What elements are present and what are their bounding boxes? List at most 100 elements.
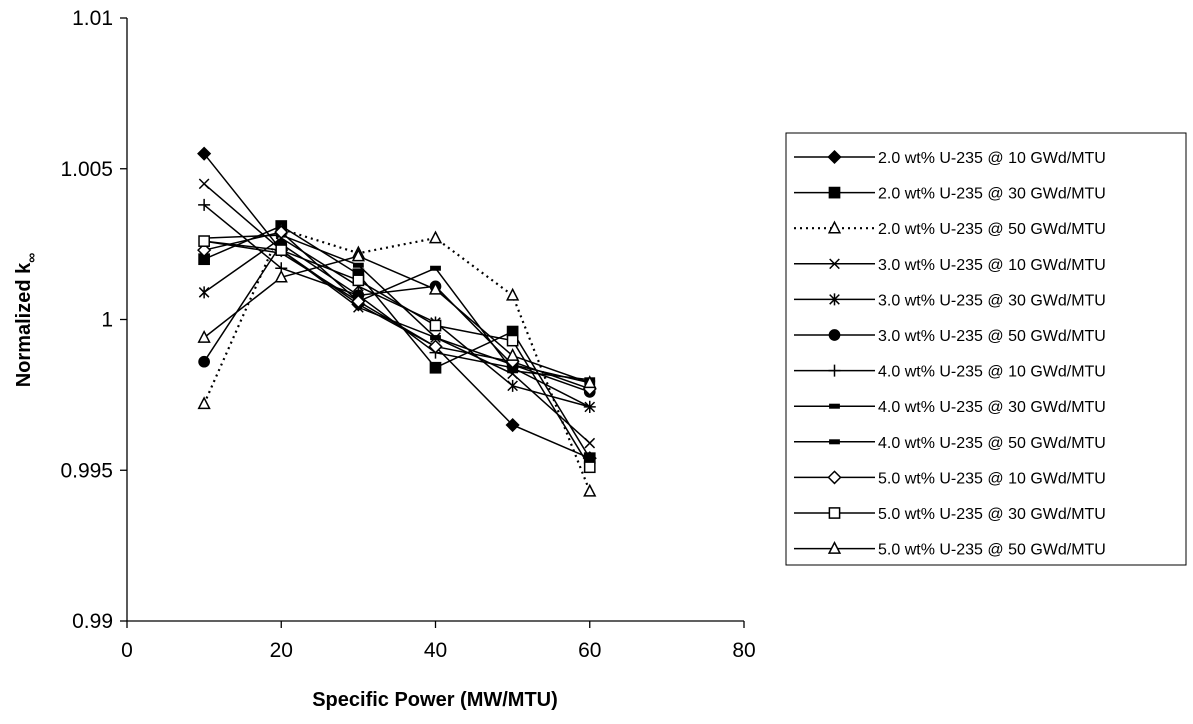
marker-square-open xyxy=(429,319,442,332)
legend-item: 4.0 wt% U-235 @ 50 GWd/MTU xyxy=(794,435,1106,452)
y-axis-title-subscript: ∞ xyxy=(23,253,39,263)
series-point-group xyxy=(197,221,597,497)
legend-label: 4.0 wt% U-235 @ 10 GWd/MTU xyxy=(878,364,1106,381)
series-line xyxy=(203,231,591,390)
series-point-group xyxy=(197,248,597,389)
marker-plus xyxy=(198,198,211,211)
y-tick-label: 0.995 xyxy=(60,459,113,482)
y-tick-label: 1 xyxy=(101,309,113,332)
series-line xyxy=(203,237,590,408)
marker-triangle-open xyxy=(351,248,366,262)
marker-triangle-open xyxy=(505,287,520,301)
legend-item: 2.0 wt% U-235 @ 30 GWd/MTU xyxy=(794,186,1106,203)
series-line xyxy=(203,153,591,459)
marker-triangle-open xyxy=(583,375,597,389)
series-line xyxy=(203,243,591,393)
marker-diamond-filled xyxy=(505,417,520,433)
marker-diamond-filled xyxy=(827,149,842,165)
marker-dash xyxy=(829,439,840,445)
marker-square-open xyxy=(352,274,365,287)
legend-item: 3.0 wt% U-235 @ 10 GWd/MTU xyxy=(794,257,1106,274)
series-line xyxy=(203,227,591,492)
marker-dash xyxy=(829,403,840,409)
x-tick-label: 80 xyxy=(732,639,755,662)
marker-dash xyxy=(352,262,364,268)
legend-items: 2.0 wt% U-235 @ 10 GWd/MTU 2.0 wt% U-235 … xyxy=(794,149,1106,559)
marker-triangle-open xyxy=(197,329,211,343)
x-axis-title: Specific Power (MW/MTU) xyxy=(312,689,558,711)
legend-label: 2.0 wt% U-235 @ 30 GWd/MTU xyxy=(878,186,1106,203)
marker-triangle-open xyxy=(505,348,520,361)
marker-dash xyxy=(430,335,441,341)
x-tick-label: 40 xyxy=(424,639,447,662)
series-point-group xyxy=(197,146,597,466)
series-line xyxy=(203,225,591,459)
marker-star xyxy=(198,286,210,299)
legend-label: 3.0 wt% U-235 @ 30 GWd/MTU xyxy=(878,292,1106,309)
marker-x xyxy=(198,178,210,190)
marker-triangle-open xyxy=(827,540,842,554)
legend-item: 2.0 wt% U-235 @ 10 GWd/MTU xyxy=(794,149,1106,167)
series-point-group xyxy=(198,178,596,449)
marker-triangle-open xyxy=(197,396,211,410)
y-tick-label: 0.99 xyxy=(72,610,113,633)
series-point-group xyxy=(198,198,596,413)
marker-plus xyxy=(583,400,596,413)
series-line xyxy=(204,240,591,468)
legend-item: 5.0 wt% U-235 @ 30 GWd/MTU xyxy=(794,506,1106,523)
marker-circle-filled xyxy=(198,355,210,368)
x-axis-ticks: 0 20 40 60 80 xyxy=(121,621,756,662)
series-line xyxy=(204,234,590,384)
y-axis-ticks: 0.99 0.995 1 1.005 1.01 xyxy=(60,7,127,633)
legend-item: 5.0 wt% U-235 @ 10 GWd/MTU xyxy=(794,470,1106,487)
y-tick-label: 1.005 xyxy=(60,158,113,181)
series-point-group xyxy=(198,232,596,386)
marker-square-open xyxy=(828,507,841,519)
plot-area: 0.99 0.995 1 1.005 1.01 0 20 40 60 80 xyxy=(60,7,755,662)
series-point-group xyxy=(198,235,596,474)
marker-star xyxy=(507,379,518,392)
legend-label: 3.0 wt% U-235 @ 50 GWd/MTU xyxy=(878,328,1106,345)
series-line xyxy=(203,183,591,444)
marker-square-open xyxy=(198,235,210,247)
series-point-group xyxy=(198,238,596,383)
legend-item: 5.0 wt% U-235 @ 50 GWd/MTU xyxy=(794,540,1106,559)
legend-label: 2.0 wt% U-235 @ 10 GWd/MTU xyxy=(878,150,1106,167)
marker-circle-filled xyxy=(828,329,841,341)
series-markers xyxy=(197,146,597,497)
marker-triangle-open xyxy=(428,230,443,244)
series-point-group xyxy=(198,220,596,465)
legend-label: 5.0 wt% U-235 @ 10 GWd/MTU xyxy=(878,470,1106,487)
marker-star xyxy=(829,293,840,306)
legend-label: 4.0 wt% U-235 @ 30 GWd/MTU xyxy=(878,399,1106,416)
legend-item: 2.0 wt% U-235 @ 50 GWd/MTU xyxy=(794,220,1106,238)
legend-label: 5.0 wt% U-235 @ 30 GWd/MTU xyxy=(878,506,1106,523)
x-tick-label: 20 xyxy=(270,639,293,662)
marker-square-open xyxy=(506,334,519,347)
legend-label: 4.0 wt% U-235 @ 50 GWd/MTU xyxy=(878,435,1106,452)
legend-item: 4.0 wt% U-235 @ 30 GWd/MTU xyxy=(794,399,1106,416)
series-lines xyxy=(203,153,591,492)
marker-triangle-open xyxy=(583,483,597,497)
marker-square-open xyxy=(275,244,288,257)
marker-plus xyxy=(828,364,841,377)
marker-x xyxy=(584,437,596,449)
marker-triangle-open xyxy=(428,281,443,295)
legend-item: 4.0 wt% U-235 @ 10 GWd/MTU xyxy=(794,364,1106,381)
series-line xyxy=(203,255,591,384)
x-tick-label: 0 xyxy=(121,639,133,662)
marker-diamond-open xyxy=(428,339,443,354)
legend-label: 5.0 wt% U-235 @ 50 GWd/MTU xyxy=(878,542,1106,559)
marker-square-filled xyxy=(429,361,442,374)
y-axis-title-main: Normalized k xyxy=(13,262,35,387)
y-axis-title: Normalized k∞ xyxy=(13,253,39,387)
marker-diamond-open xyxy=(827,470,842,485)
y-tick-label: 1.01 xyxy=(72,7,113,30)
marker-square-open xyxy=(583,461,596,474)
legend: 2.0 wt% U-235 @ 10 GWd/MTU 2.0 wt% U-235 … xyxy=(785,132,1187,566)
series-line xyxy=(203,240,590,381)
marker-triangle-open xyxy=(827,220,842,234)
legend-label: 2.0 wt% U-235 @ 50 GWd/MTU xyxy=(878,221,1106,238)
legend-box xyxy=(785,132,1187,566)
